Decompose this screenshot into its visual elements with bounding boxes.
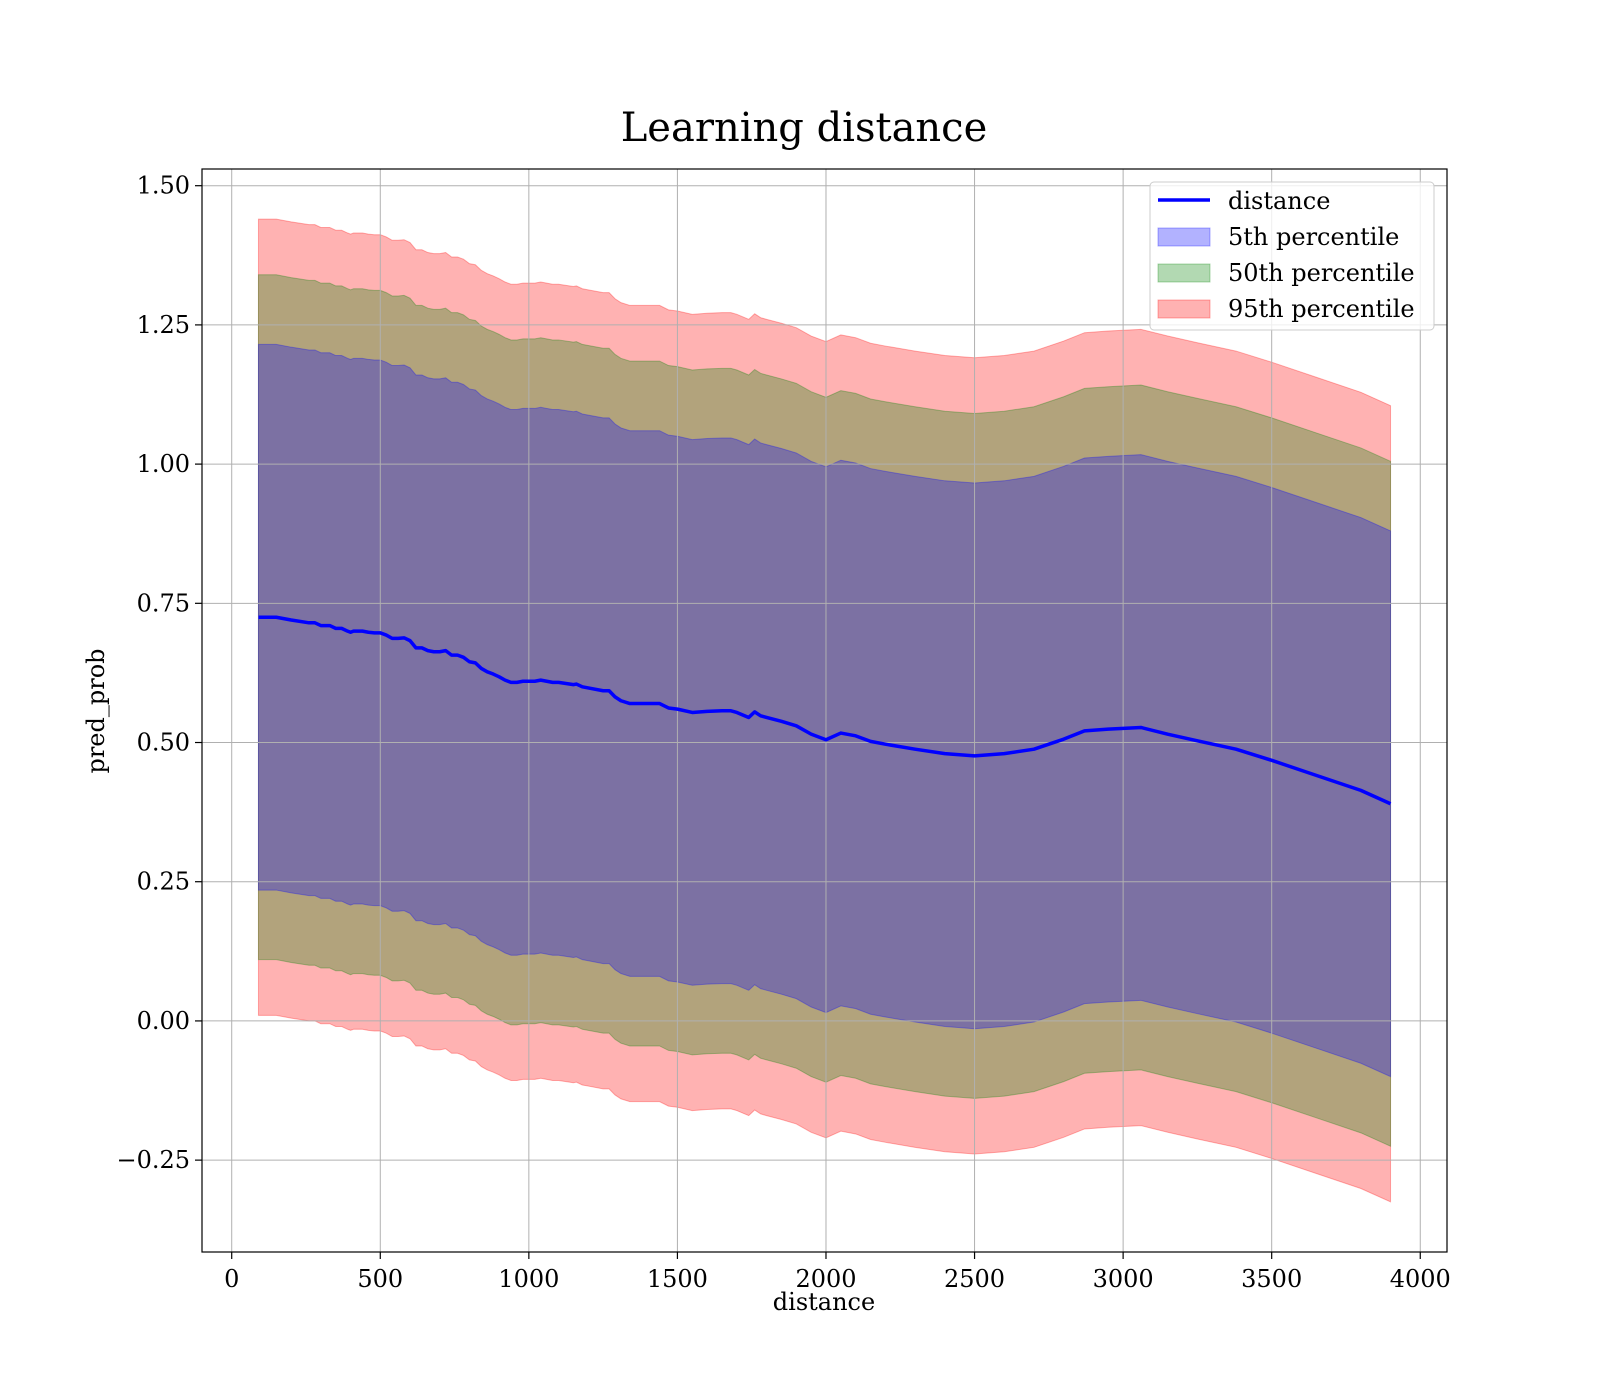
legend-label-distance: distance	[1228, 187, 1330, 215]
x-tick-label: 500	[357, 1265, 403, 1293]
x-tick-label: 4000	[1390, 1265, 1451, 1293]
y-axis-ticks: −0.25 0.00 0.25 0.50 0.75 1.00 1.25 1.50	[116, 172, 202, 1174]
x-axis-label: distance	[773, 1288, 875, 1316]
x-tick-label: 2500	[944, 1265, 1005, 1293]
bands-layer	[257, 218, 1392, 1203]
y-tick-label: 0.00	[137, 1007, 190, 1035]
plot-frame	[201, 168, 1448, 1253]
x-tick-label: 3000	[1093, 1265, 1154, 1293]
x-tick-label: 3500	[1241, 1265, 1302, 1293]
y-tick-label: 1.25	[137, 311, 190, 339]
chart-title: Learning distance	[621, 105, 988, 151]
legend-frame	[1149, 181, 1435, 331]
y-axis-label: pred_prob	[82, 648, 110, 773]
x-axis-ticks: 0 500 1000 1500 2000 2500 3000 3500 4000	[224, 1252, 1451, 1293]
y-tick-label: 0.75	[137, 589, 190, 617]
series-line-distance	[258, 615, 1392, 806]
y-tick-label: 1.00	[137, 450, 190, 478]
y-tick-label: 0.50	[137, 729, 190, 757]
band-5th-percentile	[257, 343, 1392, 1078]
y-tick-label: 1.50	[137, 172, 190, 200]
band-50th-percentile	[257, 274, 1392, 1147]
legend-label-50th-percentile: 50th percentile	[1228, 259, 1415, 287]
legend-swatch-50th-percentile	[1157, 263, 1211, 283]
x-tick-label: 2000	[795, 1265, 856, 1293]
x-tick-label: 1500	[647, 1265, 708, 1293]
legend-label-95th-percentile: 95th percentile	[1228, 295, 1415, 323]
grid-layer	[202, 169, 1447, 1252]
x-tick-label: 0	[224, 1265, 239, 1293]
line-layer	[258, 615, 1392, 806]
legend-label-5th-percentile: 5th percentile	[1228, 223, 1399, 251]
band-95th-percentile	[257, 218, 1392, 1203]
x-tick-label: 1000	[498, 1265, 559, 1293]
legend-swatch-95th-percentile	[1157, 299, 1211, 319]
legend: distance 5th percentile 50th percentile …	[1149, 181, 1435, 331]
y-tick-label: −0.25	[116, 1146, 190, 1174]
legend-swatch-5th-percentile	[1157, 227, 1211, 247]
y-tick-label: 0.25	[137, 868, 190, 896]
